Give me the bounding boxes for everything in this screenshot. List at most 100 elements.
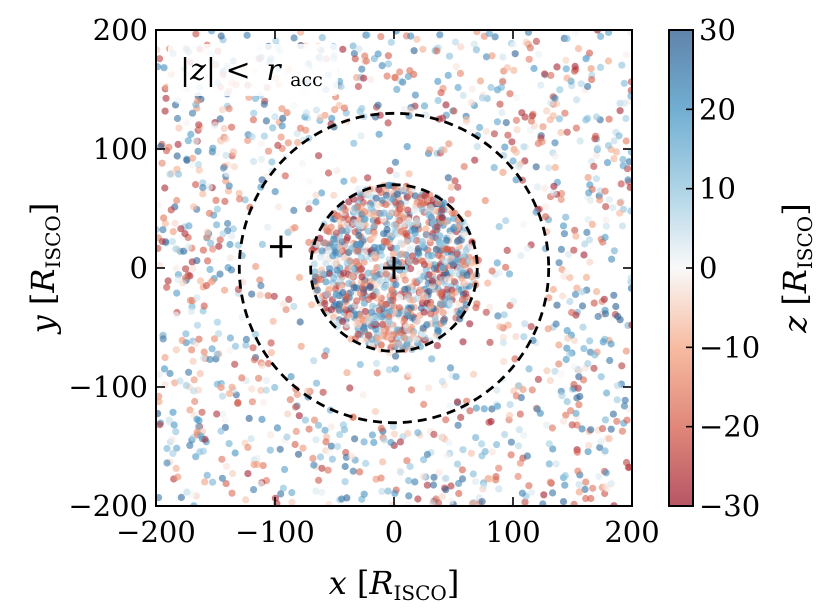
data-point xyxy=(442,101,450,109)
data-point xyxy=(393,190,401,198)
colorbar-tick-label: −20 xyxy=(699,410,760,444)
data-point xyxy=(556,370,565,378)
data-point xyxy=(575,480,583,489)
data-point xyxy=(451,38,460,46)
data-point xyxy=(395,340,403,348)
data-point xyxy=(370,318,378,327)
data-point xyxy=(185,222,193,230)
data-point xyxy=(501,143,509,151)
data-point xyxy=(370,274,378,282)
data-point xyxy=(444,174,452,182)
data-point xyxy=(449,260,457,268)
data-point xyxy=(202,282,210,290)
data-point xyxy=(209,478,217,486)
data-point xyxy=(171,379,179,387)
data-point xyxy=(624,176,632,184)
data-point xyxy=(404,72,412,81)
data-point xyxy=(173,114,182,123)
data-point xyxy=(378,487,386,495)
data-point xyxy=(361,307,369,316)
data-point xyxy=(326,265,334,273)
data-point xyxy=(439,264,447,272)
data-point xyxy=(505,411,514,420)
data-point xyxy=(602,216,610,224)
data-point xyxy=(481,197,489,205)
data-point xyxy=(182,381,190,389)
data-point xyxy=(172,245,180,253)
data-point xyxy=(191,397,199,406)
data-point xyxy=(219,164,228,172)
data-point xyxy=(610,137,618,145)
data-point xyxy=(210,335,219,343)
data-point xyxy=(194,147,202,155)
data-point xyxy=(377,424,385,432)
data-point xyxy=(285,295,293,303)
data-point xyxy=(391,365,400,373)
data-point xyxy=(193,257,201,265)
data-point xyxy=(524,30,533,36)
data-point xyxy=(259,462,267,470)
data-point xyxy=(173,444,181,452)
data-point xyxy=(189,154,197,162)
data-point xyxy=(356,222,364,230)
data-point xyxy=(563,74,571,82)
data-point xyxy=(543,421,551,429)
colorbar-tick-label: 0 xyxy=(699,251,717,285)
data-point xyxy=(184,137,192,145)
data-point xyxy=(196,370,204,378)
data-point xyxy=(457,413,465,421)
data-point xyxy=(538,138,546,146)
data-point xyxy=(563,344,571,352)
data-point xyxy=(473,30,481,36)
data-point xyxy=(226,346,234,354)
data-point xyxy=(218,474,226,482)
data-point xyxy=(620,79,628,87)
data-point xyxy=(292,427,300,435)
data-point xyxy=(490,164,498,172)
data-point xyxy=(370,229,379,237)
data-point xyxy=(236,195,244,203)
data-point xyxy=(561,472,569,480)
data-point xyxy=(573,448,581,456)
data-point xyxy=(607,425,615,433)
data-point xyxy=(377,33,385,41)
data-point xyxy=(495,269,503,277)
data-point xyxy=(171,219,179,227)
data-point xyxy=(407,32,415,40)
data-point xyxy=(156,46,161,54)
data-point xyxy=(359,391,367,399)
data-point xyxy=(586,337,594,345)
data-point xyxy=(161,184,169,192)
data-point xyxy=(444,276,452,284)
data-point xyxy=(397,227,405,236)
data-point xyxy=(486,303,494,311)
data-point xyxy=(156,421,164,429)
data-point xyxy=(380,209,388,217)
data-point xyxy=(197,432,205,440)
data-point xyxy=(513,126,521,134)
data-point xyxy=(332,229,340,237)
data-point xyxy=(351,435,359,443)
data-point xyxy=(395,304,403,312)
data-point xyxy=(213,350,221,358)
data-point xyxy=(304,387,312,395)
data-point xyxy=(333,166,341,175)
data-point xyxy=(169,408,177,416)
data-point xyxy=(528,386,536,394)
data-point xyxy=(621,396,629,404)
data-point xyxy=(398,204,406,212)
data-point xyxy=(374,335,382,343)
data-point xyxy=(194,161,203,169)
data-point xyxy=(192,30,200,38)
data-point xyxy=(511,50,519,58)
data-point xyxy=(177,225,185,233)
x-axis-unit-sub: ISCO xyxy=(394,581,447,605)
data-point xyxy=(581,240,589,248)
data-point xyxy=(321,352,329,360)
svg-text:|z| < r acc: |z| < r acc xyxy=(180,53,323,91)
data-point xyxy=(178,336,186,344)
data-point xyxy=(509,41,518,49)
data-point xyxy=(565,250,573,258)
data-point xyxy=(622,51,631,59)
data-point xyxy=(436,31,444,39)
